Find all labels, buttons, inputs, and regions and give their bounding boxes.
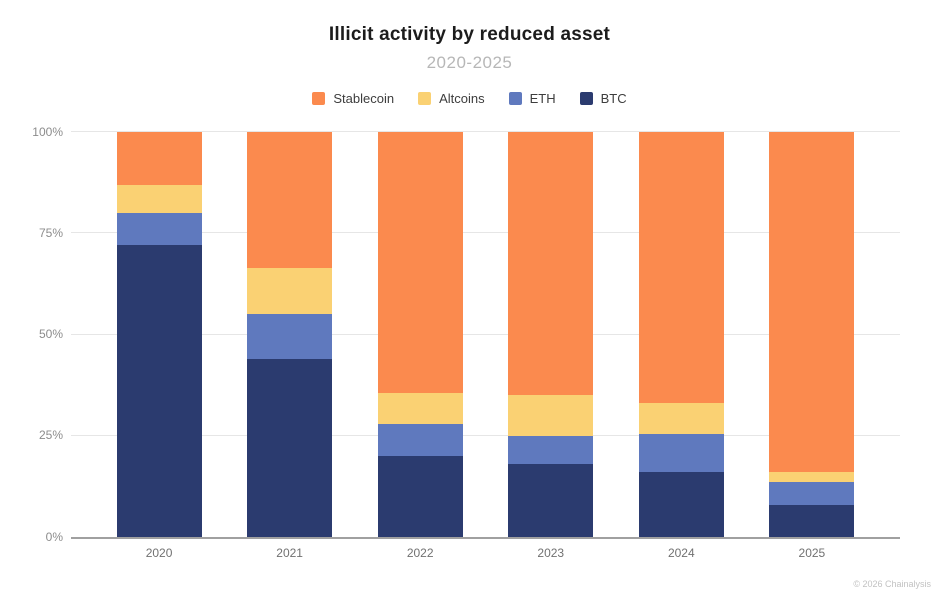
legend-item-eth: ETH <box>508 91 556 106</box>
legend-label: Stablecoin <box>333 91 395 106</box>
bars-group <box>71 132 900 537</box>
bar-segment-btc <box>508 464 594 537</box>
y-axis-tick-label: 0% <box>45 529 63 544</box>
bar-segment-eth <box>116 213 202 246</box>
legend-label: Altcoins <box>439 91 485 106</box>
bar-segment-stablecoin <box>638 132 724 404</box>
bar-segment-stablecoin <box>377 132 463 394</box>
bar-segment-altcoins <box>769 472 855 483</box>
bar-segment-btc <box>769 504 855 537</box>
x-axis-tick-label: 2020 <box>145 546 173 560</box>
x-axis-tick-label: 2023 <box>537 546 565 560</box>
bar-2022 <box>377 132 463 537</box>
bar-segment-eth <box>638 433 724 473</box>
y-axis-tick-label: 25% <box>38 428 63 443</box>
altcoins-swatch-icon <box>418 92 432 105</box>
bar-segment-eth <box>769 482 855 505</box>
legend-item-altcoins: Altcoins <box>418 91 485 106</box>
gridline-75: 75% <box>39 226 900 240</box>
legend-item-stablecoin: Stablecoin <box>312 91 394 106</box>
bar-segment-btc <box>247 358 333 537</box>
x-axis-tick-label: 2022 <box>406 546 434 560</box>
bar-segment-eth <box>508 435 594 465</box>
plot-area: 100% 75% 50% 25% 0% <box>32 125 900 544</box>
chart-title: Illicit activity by reduced asset <box>328 24 611 45</box>
bar-segment-altcoins <box>638 403 724 434</box>
x-axis-tick-label: 2021 <box>276 546 303 560</box>
x-axis-labels: 2020 2021 2022 2023 2024 2025 <box>71 546 900 560</box>
bar-segment-altcoins <box>377 393 463 424</box>
eth-swatch-icon <box>508 92 522 105</box>
bar-2023 <box>508 132 594 537</box>
gridline-25: 25% <box>39 428 900 442</box>
bar-segment-btc <box>116 245 202 537</box>
bar-2025 <box>769 132 855 537</box>
bar-segment-altcoins <box>508 395 594 436</box>
y-axis-tick-label: 75% <box>38 225 63 240</box>
bar-2021 <box>247 132 333 537</box>
copyright-credit: © 2026 Chainalysis <box>853 579 931 589</box>
legend-label: ETH <box>529 91 556 106</box>
bar-segment-stablecoin <box>769 132 855 473</box>
x-axis-tick-label: 2025 <box>798 546 826 560</box>
bar-segment-stablecoin <box>247 132 333 268</box>
bar-segment-stablecoin <box>116 132 202 185</box>
bar-2020 <box>116 132 202 537</box>
bar-segment-eth <box>247 314 333 359</box>
legend-label: BTC <box>600 91 627 106</box>
bar-segment-btc <box>377 456 463 537</box>
btc-swatch-icon <box>579 92 593 105</box>
legend: Stablecoin Altcoins ETH BTC <box>0 91 939 106</box>
y-axis-tick-label: 100% <box>32 124 63 139</box>
chart-subtitle: 2020-2025 <box>426 53 513 72</box>
gridline-50: 50% <box>39 327 900 341</box>
legend-item-btc: BTC <box>579 91 627 106</box>
bar-segment-eth <box>377 423 463 456</box>
x-axis-tick-label: 2024 <box>667 546 695 560</box>
bar-segment-altcoins <box>247 267 333 315</box>
bar-segment-altcoins <box>116 184 202 214</box>
gridline-100: 100% <box>32 125 900 139</box>
bar-2024 <box>638 132 724 537</box>
gridline-0: 0% <box>46 530 900 544</box>
bar-segment-stablecoin <box>508 132 594 396</box>
bar-segment-btc <box>638 472 724 537</box>
stablecoin-swatch-icon <box>312 92 326 105</box>
y-axis-tick-label: 50% <box>38 327 63 341</box>
